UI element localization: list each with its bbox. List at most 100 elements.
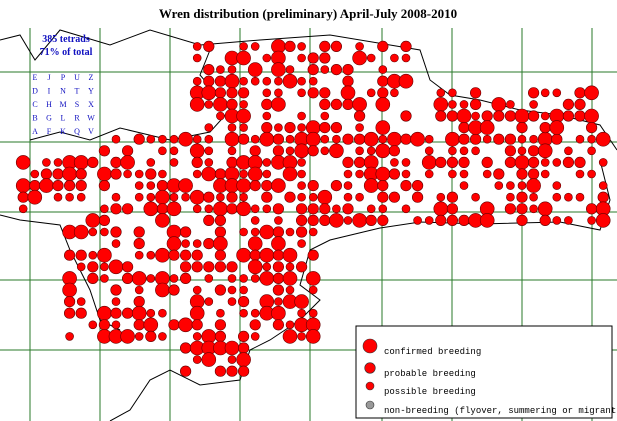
dot [250, 274, 260, 283]
dot [131, 305, 147, 321]
tetrad-count: 385 tetrads [42, 34, 90, 45]
dot [574, 110, 586, 122]
dot [272, 249, 285, 261]
dot [388, 168, 401, 180]
dot [271, 178, 286, 193]
dot [53, 192, 63, 202]
dot [111, 134, 121, 144]
dot [297, 192, 306, 202]
dot [214, 319, 226, 331]
dot [320, 146, 330, 156]
dot [189, 97, 205, 112]
dot [459, 100, 469, 109]
legend-marker [365, 381, 375, 391]
dot [330, 121, 343, 134]
dot [272, 284, 285, 296]
dot [201, 166, 217, 182]
dot [262, 262, 272, 272]
dot [120, 155, 135, 170]
dot [352, 213, 367, 228]
dot [224, 340, 240, 356]
dot [145, 168, 157, 180]
dot [540, 158, 550, 167]
dot [227, 274, 237, 283]
dot [181, 239, 190, 248]
dot [73, 155, 89, 170]
dot [146, 274, 156, 283]
dot [62, 282, 77, 298]
dot [214, 214, 226, 226]
dot [435, 214, 447, 226]
dot [204, 274, 214, 283]
dot [180, 226, 192, 238]
dot [192, 42, 202, 51]
dot [285, 134, 295, 144]
dot [435, 156, 447, 168]
dot [203, 261, 215, 273]
dot [214, 226, 226, 238]
key-letter: T [75, 87, 80, 96]
dot [40, 168, 53, 180]
legend-marker [364, 362, 376, 374]
dot [446, 214, 459, 226]
dot [272, 319, 285, 331]
dot [458, 133, 470, 145]
dot [216, 308, 225, 318]
dot [227, 297, 237, 306]
key-letter: W [87, 114, 95, 123]
dot [262, 88, 272, 98]
dot [504, 145, 517, 157]
dot [238, 296, 250, 308]
dot [587, 146, 596, 156]
dot [319, 203, 331, 215]
dot [75, 307, 87, 319]
dot [330, 180, 343, 192]
dot [552, 181, 562, 190]
dot [63, 296, 76, 308]
dot [203, 191, 215, 203]
dot [375, 97, 391, 112]
dot [516, 214, 528, 226]
dot [506, 192, 515, 202]
dot [226, 365, 238, 377]
distribution-dots [15, 39, 611, 377]
dot [100, 227, 109, 237]
dot [529, 100, 538, 109]
dot [585, 121, 598, 134]
dot [180, 272, 192, 285]
dot [169, 274, 179, 283]
key-letter: V [88, 127, 94, 136]
dot [168, 319, 180, 331]
dot [595, 213, 611, 228]
legend-label: non-breeding (flyover, summering or migr… [384, 406, 617, 416]
dot [29, 180, 41, 192]
dot [390, 88, 399, 98]
dot [435, 110, 447, 122]
dot [424, 134, 434, 144]
dot [377, 191, 389, 203]
dot [73, 224, 89, 240]
dot [366, 88, 376, 98]
dot [110, 156, 122, 168]
dot [564, 192, 573, 202]
dot [297, 332, 306, 341]
dot [250, 204, 260, 214]
legend-marker [362, 338, 378, 354]
dot [562, 156, 575, 168]
dot [204, 100, 214, 109]
dot [271, 97, 286, 112]
dot [446, 191, 459, 203]
dot [133, 319, 145, 331]
dot [227, 285, 237, 295]
dot [285, 146, 295, 156]
dot [192, 332, 202, 341]
dot [308, 192, 318, 202]
dot [213, 236, 228, 251]
dot [307, 87, 319, 99]
dot [400, 110, 412, 122]
dot [134, 250, 144, 260]
dot [87, 272, 99, 285]
dot [110, 284, 122, 296]
dot [329, 213, 344, 228]
dot [100, 204, 109, 214]
